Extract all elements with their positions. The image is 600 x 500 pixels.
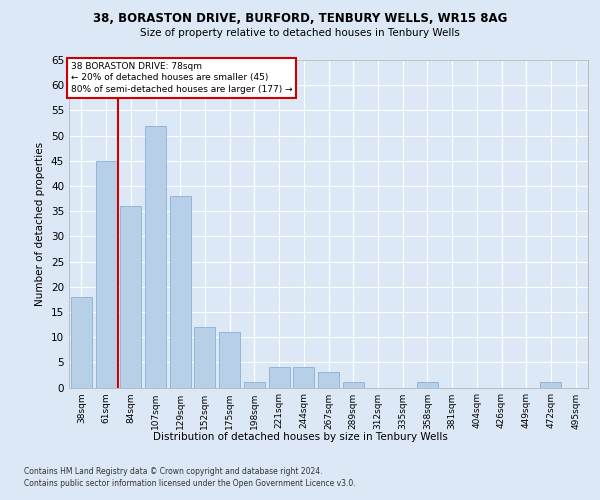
Text: Contains public sector information licensed under the Open Government Licence v3: Contains public sector information licen… <box>24 479 356 488</box>
Bar <box>244 382 265 388</box>
Text: Distribution of detached houses by size in Tenbury Wells: Distribution of detached houses by size … <box>152 432 448 442</box>
Bar <box>293 368 314 388</box>
Bar <box>170 196 191 388</box>
Bar <box>95 161 116 388</box>
Y-axis label: Number of detached properties: Number of detached properties <box>35 142 46 306</box>
Bar <box>318 372 339 388</box>
Text: Contains HM Land Registry data © Crown copyright and database right 2024.: Contains HM Land Registry data © Crown c… <box>24 468 323 476</box>
Text: 38, BORASTON DRIVE, BURFORD, TENBURY WELLS, WR15 8AG: 38, BORASTON DRIVE, BURFORD, TENBURY WEL… <box>93 12 507 26</box>
Bar <box>71 297 92 388</box>
Bar <box>343 382 364 388</box>
Bar <box>219 332 240 388</box>
Bar <box>269 368 290 388</box>
Bar <box>541 382 562 388</box>
Bar <box>194 327 215 388</box>
Bar <box>145 126 166 388</box>
Text: Size of property relative to detached houses in Tenbury Wells: Size of property relative to detached ho… <box>140 28 460 38</box>
Bar <box>120 206 141 388</box>
Bar <box>417 382 438 388</box>
Text: 38 BORASTON DRIVE: 78sqm
← 20% of detached houses are smaller (45)
80% of semi-d: 38 BORASTON DRIVE: 78sqm ← 20% of detach… <box>71 62 292 94</box>
